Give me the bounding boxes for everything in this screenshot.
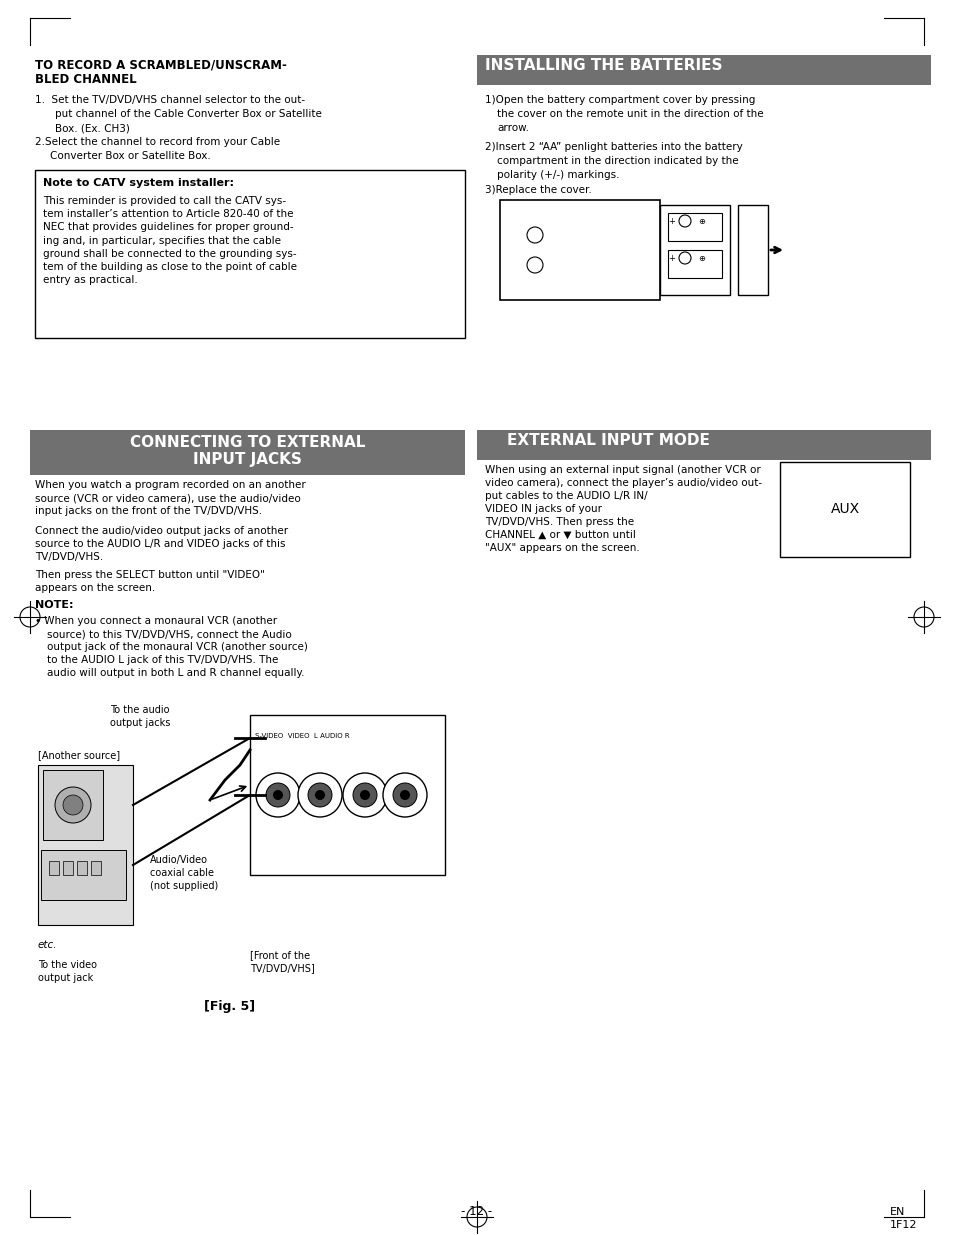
Bar — [780, 462, 909, 557]
Text: TV/DVD/VHS. Then press the: TV/DVD/VHS. Then press the — [484, 517, 634, 527]
Text: source (VCR or video camera), use the audio/video: source (VCR or video camera), use the au… — [35, 493, 300, 503]
Text: 2)Insert 2 “AA” penlight batteries into the battery: 2)Insert 2 “AA” penlight batteries into … — [484, 142, 742, 152]
Text: NOTE:: NOTE: — [35, 600, 73, 610]
Text: audio will output in both L and R channel equally.: audio will output in both L and R channe… — [47, 668, 304, 678]
Text: source) to this TV/DVD/VHS, connect the Audio: source) to this TV/DVD/VHS, connect the … — [47, 629, 292, 638]
Text: input jacks on the front of the TV/DVD/VHS.: input jacks on the front of the TV/DVD/V… — [35, 506, 262, 516]
Bar — [91, 861, 101, 876]
Text: [Fig. 5]: [Fig. 5] — [204, 1000, 255, 1013]
Text: ⊕: ⊕ — [698, 254, 704, 263]
Circle shape — [526, 257, 542, 273]
Circle shape — [273, 790, 283, 800]
Text: +: + — [667, 217, 674, 226]
Text: output jack: output jack — [38, 973, 93, 983]
Circle shape — [55, 787, 91, 823]
Text: Converter Box or Satellite Box.: Converter Box or Satellite Box. — [50, 151, 211, 161]
Text: TV/DVD/VHS]: TV/DVD/VHS] — [250, 963, 314, 973]
Circle shape — [343, 773, 387, 818]
Bar — [667, 249, 721, 278]
Circle shape — [399, 790, 410, 800]
Circle shape — [526, 227, 542, 243]
Text: Box. (Ex. CH3): Box. (Ex. CH3) — [55, 124, 130, 133]
Text: polarity (+/-) markings.: polarity (+/-) markings. — [497, 170, 618, 180]
Text: CHANNEL ▲ or ▼ button until: CHANNEL ▲ or ▼ button until — [484, 530, 636, 540]
Text: Then press the SELECT button until "VIDEO": Then press the SELECT button until "VIDE… — [35, 571, 265, 580]
Circle shape — [359, 790, 370, 800]
Text: 1.  Set the TV/DVD/VHS channel selector to the out-: 1. Set the TV/DVD/VHS channel selector t… — [35, 95, 305, 105]
Bar — [77, 861, 87, 876]
Circle shape — [353, 783, 376, 806]
Text: arrow.: arrow. — [497, 124, 529, 133]
Text: This reminder is provided to call the CATV sys-
tem installer’s attention to Art: This reminder is provided to call the CA… — [43, 196, 296, 285]
Text: EXTERNAL INPUT MODE: EXTERNAL INPUT MODE — [506, 433, 709, 448]
Text: TO RECORD A SCRAMBLED/UNSCRAM-: TO RECORD A SCRAMBLED/UNSCRAM- — [35, 58, 287, 70]
Circle shape — [393, 783, 416, 806]
Text: source to the AUDIO L/R and VIDEO jacks of this: source to the AUDIO L/R and VIDEO jacks … — [35, 538, 285, 550]
Bar — [38, 764, 132, 925]
Text: compartment in the direction indicated by the: compartment in the direction indicated b… — [497, 156, 738, 165]
Text: appears on the screen.: appears on the screen. — [35, 583, 155, 593]
Text: output jacks: output jacks — [110, 718, 171, 727]
Circle shape — [679, 252, 690, 264]
Text: ⊕: ⊕ — [698, 217, 704, 226]
Text: To the video: To the video — [38, 960, 97, 969]
Text: to the AUDIO L jack of this TV/DVD/VHS. The: to the AUDIO L jack of this TV/DVD/VHS. … — [47, 655, 278, 664]
Text: 1F12: 1F12 — [889, 1220, 917, 1230]
Text: CONNECTING TO EXTERNAL: CONNECTING TO EXTERNAL — [130, 435, 365, 450]
Text: - 12 -: - 12 - — [461, 1205, 492, 1218]
Circle shape — [297, 773, 341, 818]
Text: TV/DVD/VHS.: TV/DVD/VHS. — [35, 552, 103, 562]
Text: AUX: AUX — [829, 501, 859, 516]
Text: Connect the audio/video output jacks of another: Connect the audio/video output jacks of … — [35, 526, 288, 536]
Text: INSTALLING THE BATTERIES: INSTALLING THE BATTERIES — [484, 58, 721, 73]
Text: video camera), connect the player’s audio/video out-: video camera), connect the player’s audi… — [484, 478, 761, 488]
Text: put cables to the AUDIO L/R IN/: put cables to the AUDIO L/R IN/ — [484, 492, 647, 501]
Bar — [476, 56, 930, 85]
Bar — [667, 212, 721, 241]
Text: coaxial cable: coaxial cable — [150, 868, 213, 878]
Bar — [659, 205, 729, 295]
Bar — [43, 769, 103, 840]
Text: +: + — [667, 254, 674, 263]
Text: 1)Open the battery compartment cover by pressing: 1)Open the battery compartment cover by … — [484, 95, 755, 105]
Circle shape — [314, 790, 325, 800]
Bar — [35, 170, 464, 338]
Bar — [738, 205, 767, 295]
Text: (not supplied): (not supplied) — [150, 881, 218, 890]
Circle shape — [382, 773, 427, 818]
Text: Note to CATV system installer:: Note to CATV system installer: — [43, 178, 233, 188]
Text: the cover on the remote unit in the direction of the: the cover on the remote unit in the dire… — [497, 109, 762, 119]
Bar — [476, 430, 930, 459]
Circle shape — [266, 783, 290, 806]
Bar — [250, 715, 444, 876]
Text: 3)Replace the cover.: 3)Replace the cover. — [484, 185, 591, 195]
Bar — [30, 430, 464, 475]
Text: put channel of the Cable Converter Box or Satellite: put channel of the Cable Converter Box o… — [55, 109, 321, 119]
Bar — [41, 850, 126, 900]
Text: 2.Select the channel to record from your Cable: 2.Select the channel to record from your… — [35, 137, 280, 147]
Text: etc.: etc. — [38, 940, 57, 950]
Circle shape — [308, 783, 332, 806]
Text: To the audio: To the audio — [110, 705, 170, 715]
Text: When using an external input signal (another VCR or: When using an external input signal (ano… — [484, 466, 760, 475]
Bar — [49, 861, 59, 876]
Text: EN: EN — [889, 1207, 904, 1216]
Text: [Another source]: [Another source] — [38, 750, 120, 760]
Text: [Front of the: [Front of the — [250, 950, 310, 960]
Text: Audio/Video: Audio/Video — [150, 855, 208, 864]
Text: BLED CHANNEL: BLED CHANNEL — [35, 73, 136, 86]
Circle shape — [679, 215, 690, 227]
Circle shape — [255, 773, 299, 818]
Text: "AUX" appears on the screen.: "AUX" appears on the screen. — [484, 543, 639, 553]
Text: output jack of the monaural VCR (another source): output jack of the monaural VCR (another… — [47, 642, 308, 652]
Circle shape — [63, 795, 83, 815]
Text: INPUT JACKS: INPUT JACKS — [193, 452, 301, 467]
Text: S-VIDEO  VIDEO  L AUDIO R: S-VIDEO VIDEO L AUDIO R — [254, 734, 349, 739]
Text: When you watch a program recorded on an another: When you watch a program recorded on an … — [35, 480, 305, 490]
Text: VIDEO IN jacks of your: VIDEO IN jacks of your — [484, 504, 601, 514]
Bar — [499, 200, 659, 300]
Text: • When you connect a monaural VCR (another: • When you connect a monaural VCR (anoth… — [35, 616, 276, 626]
Bar — [63, 861, 73, 876]
